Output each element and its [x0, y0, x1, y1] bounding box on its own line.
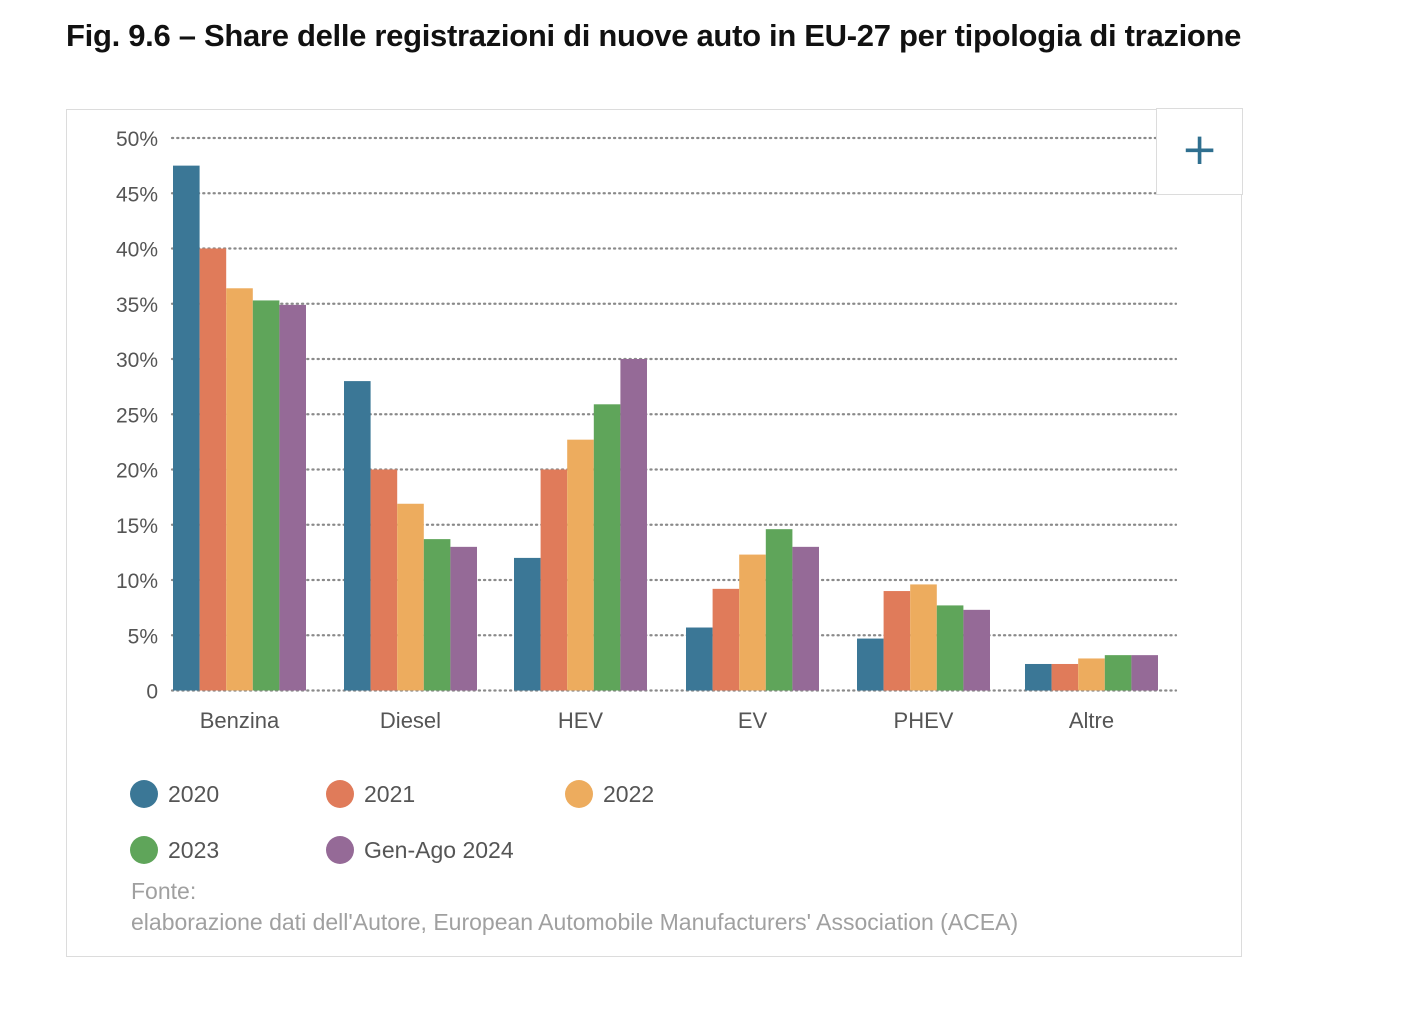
y-tick-label: 10%: [116, 570, 158, 593]
y-tick-label: 30%: [116, 349, 158, 372]
bar-ev-2022: [739, 554, 766, 691]
source-text: elaborazione dati dell'Autore, European …: [131, 909, 1019, 935]
y-tick-label: 5%: [128, 625, 158, 648]
legend-label: 2022: [603, 780, 655, 807]
plus-icon: +: [1181, 123, 1218, 175]
y-tick-label: 50%: [116, 128, 158, 151]
y-tick-label: 20%: [116, 460, 158, 483]
y-tick-label: 0: [146, 681, 158, 704]
bar-diesel-2021: [370, 469, 398, 691]
x-tick-label: PHEV: [894, 708, 954, 733]
bar-altre-2023: [1104, 655, 1132, 691]
y-tick-label: 45%: [116, 183, 158, 206]
legend-label: Gen-Ago 2024: [364, 836, 514, 863]
bar-benzina-2021: [199, 248, 227, 691]
source-label: Fonte:: [131, 878, 197, 904]
y-tick-label: 15%: [116, 515, 158, 538]
expand-button[interactable]: +: [1156, 108, 1243, 195]
bar-altre-2021: [1051, 663, 1079, 691]
bar-diesel-gen-ago-2024: [450, 546, 477, 691]
x-tick-label: EV: [738, 708, 768, 733]
legend-label: 2023: [168, 836, 220, 863]
bar-phev-2020: [857, 638, 884, 691]
bar-hev-2021: [540, 469, 568, 691]
x-tick-label: HEV: [558, 708, 604, 733]
legend-swatch: [130, 836, 158, 864]
bar-hev-gen-ago-2024: [620, 359, 647, 691]
legend-item: 2023: [130, 836, 219, 864]
bar-diesel-2022: [397, 503, 424, 691]
legend-label: 2020: [168, 780, 220, 807]
bar-diesel-2023: [423, 539, 451, 691]
bar-benzina-2022: [226, 288, 253, 691]
x-tick-label: Benzina: [200, 708, 280, 733]
bar-hev-2023: [593, 404, 621, 691]
bar-phev-2023: [936, 605, 964, 691]
page-title: Fig. 9.6 – Share delle registrazioni di …: [66, 18, 1242, 53]
legend-item: 2021: [326, 780, 415, 808]
legend-swatch: [326, 780, 354, 808]
bar-phev-2021: [883, 591, 911, 691]
y-tick-label: 40%: [116, 239, 158, 262]
bar-hev-2020: [514, 557, 541, 691]
bar-benzina-gen-ago-2024: [279, 304, 306, 691]
x-tick-label: Diesel: [380, 708, 441, 733]
legend-label: 2021: [364, 780, 416, 807]
bar-phev-2022: [910, 584, 937, 691]
bar-ev-2020: [686, 627, 713, 691]
bar-hev-2022: [567, 439, 594, 691]
legend-item: 2022: [565, 780, 654, 808]
y-tick-label: 35%: [116, 294, 158, 317]
bar-altre-2020: [1025, 663, 1052, 691]
y-tick-label: 25%: [116, 404, 158, 427]
legend-item: 2020: [130, 780, 219, 808]
bar-phev-gen-ago-2024: [963, 609, 990, 691]
x-tick-label: Altre: [1069, 708, 1114, 733]
legend-swatch: [130, 780, 158, 808]
bar-diesel-2020: [344, 381, 371, 691]
legend-swatch: [565, 780, 593, 808]
legend-swatch: [326, 836, 354, 864]
legend-item: Gen-Ago 2024: [326, 836, 514, 864]
bar-ev-2023: [765, 529, 793, 691]
bar-altre-2022: [1078, 658, 1105, 691]
chart-legend: 2020 2021 2022 2023 Gen-Ago 2024: [130, 780, 730, 870]
bar-altre-gen-ago-2024: [1131, 655, 1158, 691]
bar-ev-2021: [712, 588, 740, 691]
bar-benzina-2020: [173, 165, 200, 691]
bar-benzina-2023: [252, 300, 280, 691]
bar-ev-gen-ago-2024: [792, 546, 819, 691]
